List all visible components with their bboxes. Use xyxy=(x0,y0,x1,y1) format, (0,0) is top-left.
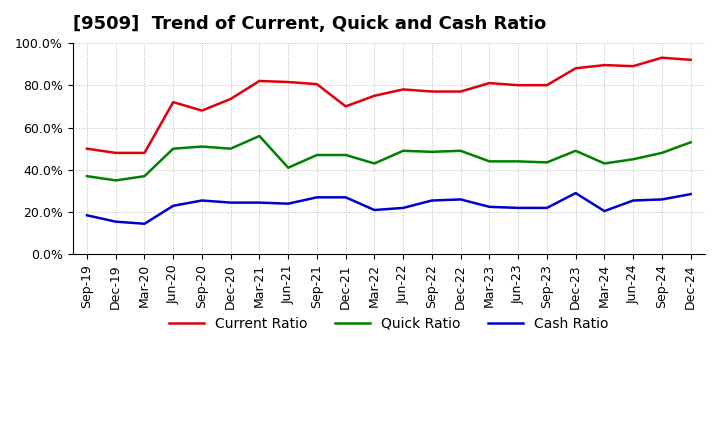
Current Ratio xyxy=(543,83,552,88)
Cash Ratio xyxy=(485,204,494,209)
Current Ratio xyxy=(428,89,436,94)
Quick Ratio xyxy=(657,150,666,155)
Current Ratio xyxy=(312,81,321,87)
Quick Ratio xyxy=(572,148,580,154)
Quick Ratio xyxy=(600,161,608,166)
Line: Current Ratio: Current Ratio xyxy=(87,58,690,153)
Line: Quick Ratio: Quick Ratio xyxy=(87,136,690,180)
Current Ratio xyxy=(83,146,91,151)
Current Ratio xyxy=(686,57,695,62)
Quick Ratio xyxy=(169,146,178,151)
Cash Ratio xyxy=(226,200,235,205)
Line: Cash Ratio: Cash Ratio xyxy=(87,193,690,224)
Current Ratio xyxy=(399,87,408,92)
Current Ratio xyxy=(284,79,292,84)
Current Ratio xyxy=(140,150,149,155)
Current Ratio xyxy=(572,66,580,71)
Cash Ratio xyxy=(112,219,120,224)
Quick Ratio xyxy=(255,133,264,139)
Current Ratio xyxy=(370,93,379,99)
Quick Ratio xyxy=(83,173,91,179)
Quick Ratio xyxy=(140,173,149,179)
Legend: Current Ratio, Quick Ratio, Cash Ratio: Current Ratio, Quick Ratio, Cash Ratio xyxy=(163,311,614,336)
Quick Ratio xyxy=(543,160,552,165)
Quick Ratio xyxy=(456,148,465,154)
Current Ratio xyxy=(112,150,120,155)
Cash Ratio xyxy=(341,194,350,200)
Current Ratio xyxy=(341,104,350,109)
Cash Ratio xyxy=(312,194,321,200)
Cash Ratio xyxy=(456,197,465,202)
Cash Ratio xyxy=(572,191,580,196)
Cash Ratio xyxy=(169,203,178,209)
Quick Ratio xyxy=(629,157,637,162)
Quick Ratio xyxy=(226,146,235,151)
Quick Ratio xyxy=(341,152,350,158)
Quick Ratio xyxy=(399,148,408,154)
Current Ratio xyxy=(169,99,178,105)
Cash Ratio xyxy=(284,201,292,206)
Quick Ratio xyxy=(197,144,206,149)
Quick Ratio xyxy=(284,165,292,170)
Current Ratio xyxy=(456,89,465,94)
Current Ratio xyxy=(226,96,235,102)
Cash Ratio xyxy=(600,209,608,214)
Quick Ratio xyxy=(686,139,695,145)
Cash Ratio xyxy=(514,205,523,211)
Cash Ratio xyxy=(399,205,408,211)
Current Ratio xyxy=(197,108,206,113)
Quick Ratio xyxy=(428,149,436,154)
Cash Ratio xyxy=(370,207,379,213)
Cash Ratio xyxy=(83,213,91,218)
Quick Ratio xyxy=(514,159,523,164)
Cash Ratio xyxy=(428,198,436,203)
Current Ratio xyxy=(255,78,264,84)
Current Ratio xyxy=(485,81,494,86)
Cash Ratio xyxy=(140,221,149,227)
Text: [9509]  Trend of Current, Quick and Cash Ratio: [9509] Trend of Current, Quick and Cash … xyxy=(73,15,546,33)
Current Ratio xyxy=(657,55,666,60)
Quick Ratio xyxy=(112,178,120,183)
Quick Ratio xyxy=(485,159,494,164)
Cash Ratio xyxy=(657,197,666,202)
Cash Ratio xyxy=(543,205,552,211)
Current Ratio xyxy=(600,62,608,68)
Cash Ratio xyxy=(629,198,637,203)
Quick Ratio xyxy=(312,152,321,158)
Quick Ratio xyxy=(370,161,379,166)
Cash Ratio xyxy=(686,191,695,197)
Current Ratio xyxy=(514,83,523,88)
Cash Ratio xyxy=(197,198,206,203)
Cash Ratio xyxy=(255,200,264,205)
Current Ratio xyxy=(629,63,637,69)
